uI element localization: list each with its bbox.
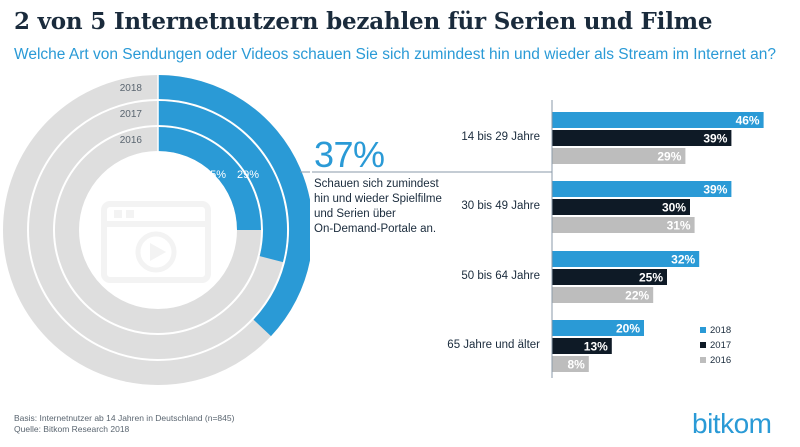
bar-value-label: 46% (736, 114, 760, 128)
bar-2016 (552, 217, 695, 233)
donut-arc-2016 (157, 127, 261, 231)
bar-value-label: 8% (567, 358, 585, 372)
bar-2018 (552, 320, 644, 336)
legend-swatch-2018 (700, 327, 706, 333)
bar-2016 (552, 356, 589, 372)
legend-label-2017: 2017 (710, 340, 731, 351)
icon-dot-1 (114, 210, 122, 218)
bar-value-label: 25% (639, 271, 663, 285)
footer-source: Basis: Internetnutzer ab 14 Jahren in De… (14, 413, 234, 435)
bar-2018 (552, 251, 700, 267)
legend-label-2018: 2018 (710, 325, 731, 336)
bar-value-label: 39% (703, 183, 727, 197)
icon-play-triangle (150, 243, 166, 261)
bar-value-label: 39% (703, 132, 727, 146)
footer-basis: Basis: Internetnutzer ab 14 Jahren in De… (14, 413, 235, 423)
category-label: 14 bis 29 Jahre (461, 131, 540, 143)
bar-value-label: 31% (667, 219, 691, 233)
legend-label-2016: 2016 (710, 355, 731, 366)
bar-value-label: 30% (662, 201, 686, 215)
donut-arc-2017 (157, 101, 287, 263)
category-label: 30 bis 49 Jahre (461, 200, 540, 212)
footer-quelle: Quelle: Bitkom Research 2018 (14, 424, 130, 434)
donut-value-label-2017: 29% (237, 169, 259, 181)
icon-dot-2 (126, 210, 134, 218)
donut-chart: 2018 2017 2016 25% 29% (3, 75, 310, 385)
bar-2017 (552, 130, 732, 146)
bar-value-label: 13% (584, 340, 608, 354)
category-label: 50 bis 64 Jahre (461, 270, 540, 282)
icon-frame (101, 201, 211, 283)
bar-2017 (552, 338, 612, 354)
donut-arc-2018 (157, 75, 310, 337)
bar-2017 (552, 199, 690, 215)
highlight-percentage: 37% (314, 134, 385, 175)
chart-subtitle: Welche Art von Sendungen oder Videos sch… (14, 46, 776, 63)
bar-2016 (552, 148, 686, 164)
legend-swatch-2016 (700, 357, 706, 363)
highlight-description: Schauen sich zumindest hin und wieder Sp… (314, 178, 442, 235)
bar-value-label: 32% (671, 253, 695, 267)
donut-value-label-2016: 25% (204, 169, 226, 181)
bar-2018 (552, 181, 732, 197)
legend-swatch-2017 (700, 342, 706, 348)
bar-2017 (552, 269, 667, 285)
donut-year-label-2018: 2018 (120, 83, 143, 94)
category-label: 65 Jahre und älter (447, 339, 540, 351)
bar-value-label: 29% (657, 150, 681, 164)
bitkom-logo: bitkom (692, 408, 772, 439)
bar-value-label: 20% (616, 322, 640, 336)
chart-title: 2 von 5 Internetnutzern bezahlen für Ser… (14, 8, 713, 35)
video-player-icon (101, 201, 211, 283)
bar-2018 (552, 112, 764, 128)
bar-2016 (552, 287, 654, 303)
bar-value-label: 22% (625, 289, 649, 303)
donut-year-label-2017: 2017 (120, 109, 143, 120)
donut-year-label-2016: 2016 (120, 135, 143, 146)
icon-play-circle (135, 231, 177, 273)
